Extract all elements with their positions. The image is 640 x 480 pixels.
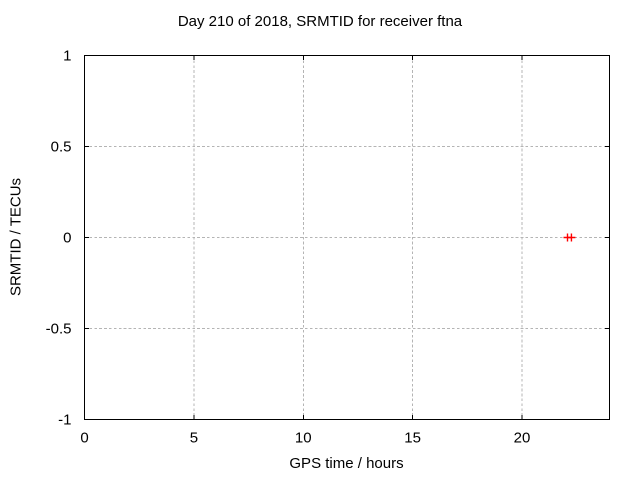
y-tick-label: 0 [63, 230, 71, 247]
data-point-marker [567, 233, 576, 242]
x-tick-label: 10 [295, 430, 312, 447]
x-tick-label: 5 [190, 430, 198, 447]
x-tick-label: 15 [404, 430, 421, 447]
chart-title: Day 210 of 2018, SRMTID for receiver ftn… [177, 13, 463, 30]
x-tick-label: 0 [80, 430, 88, 447]
x-tick-label: 20 [514, 430, 531, 447]
y-tick-label: -1 [58, 412, 71, 429]
y-tick-label: 0.5 [51, 139, 72, 156]
y-tick-label: -0.5 [46, 321, 72, 338]
x-axis-label: GPS time / hours [289, 455, 404, 472]
y-tick-label: 1 [63, 48, 71, 65]
